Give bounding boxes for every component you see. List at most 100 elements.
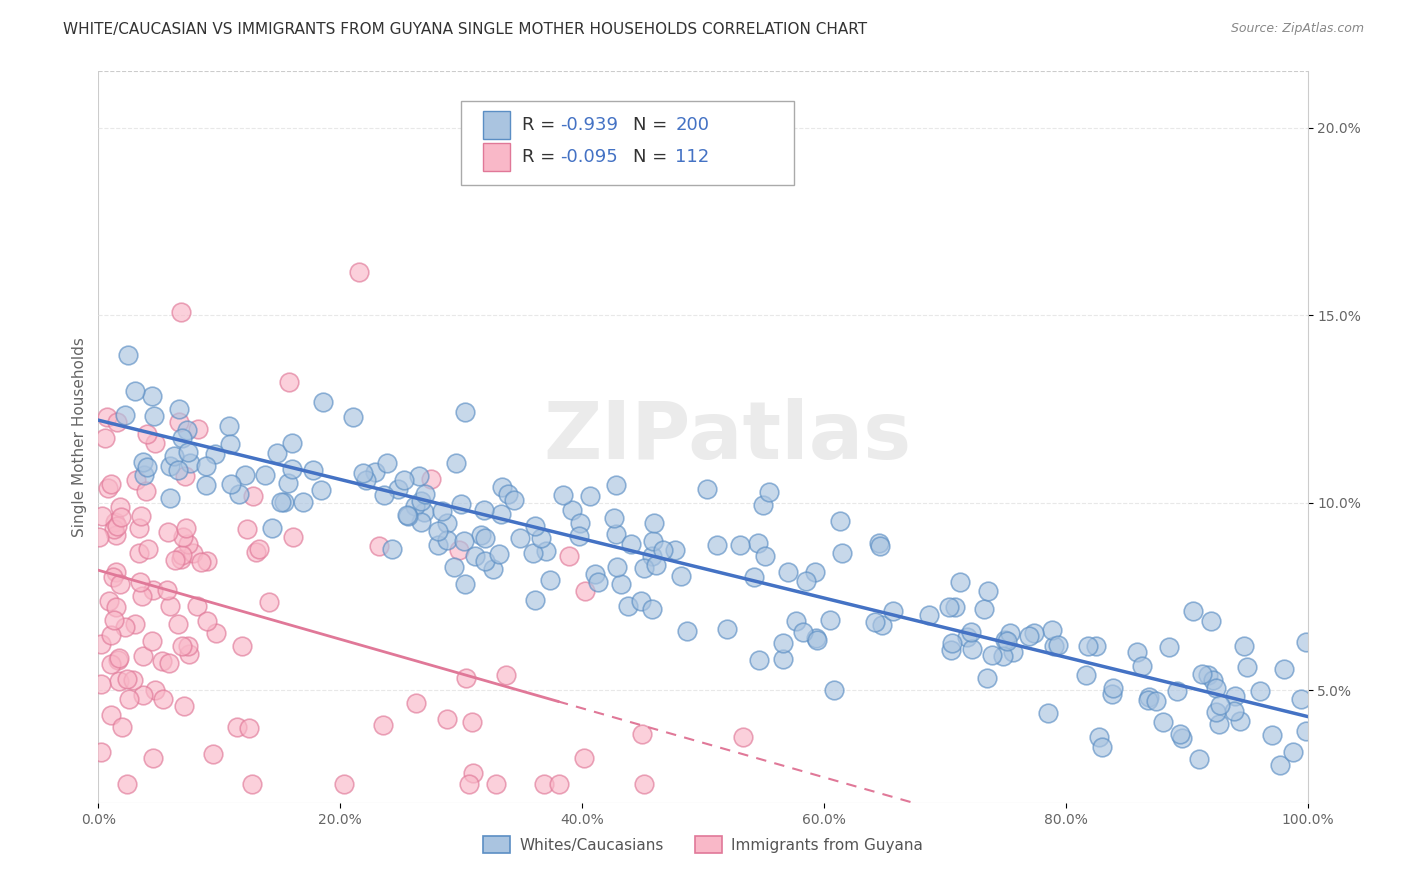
Point xyxy=(356,473,378,487)
Point xyxy=(938,600,960,615)
Point xyxy=(977,583,1000,598)
Point xyxy=(605,478,627,492)
Point xyxy=(643,534,665,549)
Point xyxy=(583,566,606,581)
Point xyxy=(135,483,157,498)
Point xyxy=(605,527,627,541)
Point xyxy=(610,576,633,591)
Point xyxy=(254,468,277,483)
Point xyxy=(994,632,1017,647)
Point xyxy=(644,558,666,573)
Point xyxy=(143,682,166,697)
Point xyxy=(643,516,665,530)
Point xyxy=(1076,667,1098,681)
Point xyxy=(1202,673,1225,688)
FancyBboxPatch shape xyxy=(482,111,509,138)
Point xyxy=(159,491,181,505)
Point xyxy=(533,777,555,791)
Point xyxy=(671,569,693,583)
Point xyxy=(1088,731,1111,745)
Point xyxy=(174,521,197,535)
Point xyxy=(436,516,458,530)
Point xyxy=(247,542,270,557)
Point xyxy=(159,459,181,474)
Point xyxy=(651,542,673,557)
Point xyxy=(1223,704,1246,718)
Point xyxy=(436,713,458,727)
Point xyxy=(772,652,794,666)
Point xyxy=(776,566,799,580)
Point xyxy=(960,642,983,657)
Point xyxy=(155,583,177,598)
Point xyxy=(132,467,155,482)
Point xyxy=(676,624,699,638)
Point xyxy=(312,395,335,409)
Point xyxy=(107,653,129,667)
Point xyxy=(163,449,186,463)
Point xyxy=(91,508,114,523)
Point xyxy=(863,615,886,629)
Point xyxy=(413,505,436,519)
Text: R =: R = xyxy=(522,148,561,166)
Point xyxy=(630,594,652,608)
Point xyxy=(980,648,1002,663)
Point xyxy=(1295,724,1317,739)
Point xyxy=(1130,658,1153,673)
Point xyxy=(169,415,191,429)
Point xyxy=(447,542,470,557)
Point xyxy=(973,602,995,616)
Point xyxy=(1166,683,1188,698)
Point xyxy=(97,481,120,495)
Point xyxy=(342,409,364,424)
Point xyxy=(405,697,427,711)
Point xyxy=(733,730,755,744)
Point xyxy=(197,554,219,568)
Point xyxy=(716,622,738,636)
Point xyxy=(283,530,305,544)
Point xyxy=(136,542,159,557)
Point xyxy=(616,599,638,613)
Point xyxy=(1036,706,1059,720)
Point xyxy=(136,460,159,475)
Text: -0.939: -0.939 xyxy=(561,116,619,134)
Point xyxy=(141,389,163,403)
Point xyxy=(90,637,112,651)
Point xyxy=(159,599,181,613)
Point xyxy=(1157,640,1180,654)
Point xyxy=(474,531,496,545)
FancyBboxPatch shape xyxy=(482,143,509,171)
Point xyxy=(454,576,477,591)
Point xyxy=(461,765,484,780)
Point xyxy=(114,408,136,422)
Point xyxy=(236,522,259,536)
Text: N =: N = xyxy=(633,148,673,166)
Point xyxy=(1197,667,1219,681)
Point xyxy=(142,409,165,424)
Point xyxy=(266,445,288,459)
Text: R =: R = xyxy=(522,116,561,134)
Point xyxy=(190,556,212,570)
Point xyxy=(115,672,138,686)
Point xyxy=(167,616,190,631)
Point xyxy=(1191,667,1213,681)
Point xyxy=(129,575,152,590)
Point xyxy=(103,613,125,627)
Point xyxy=(1205,681,1227,695)
Point xyxy=(101,569,124,583)
Point xyxy=(100,657,122,672)
Point xyxy=(959,625,981,640)
Point xyxy=(1209,698,1232,712)
Point xyxy=(233,467,256,482)
Point xyxy=(125,473,148,487)
Point xyxy=(231,639,253,653)
Point xyxy=(242,489,264,503)
Point xyxy=(104,515,127,529)
Text: WHITE/CAUCASIAN VS IMMIGRANTS FROM GUYANA SINGLE MOTHER HOUSEHOLDS CORRELATION C: WHITE/CAUCASIAN VS IMMIGRANTS FROM GUYAN… xyxy=(63,22,868,37)
Point xyxy=(1170,731,1192,745)
Point xyxy=(173,469,195,483)
Point xyxy=(170,304,193,318)
Point xyxy=(257,595,280,609)
Text: Source: ZipAtlas.com: Source: ZipAtlas.com xyxy=(1230,22,1364,36)
Point xyxy=(509,532,531,546)
Point xyxy=(1152,714,1174,729)
